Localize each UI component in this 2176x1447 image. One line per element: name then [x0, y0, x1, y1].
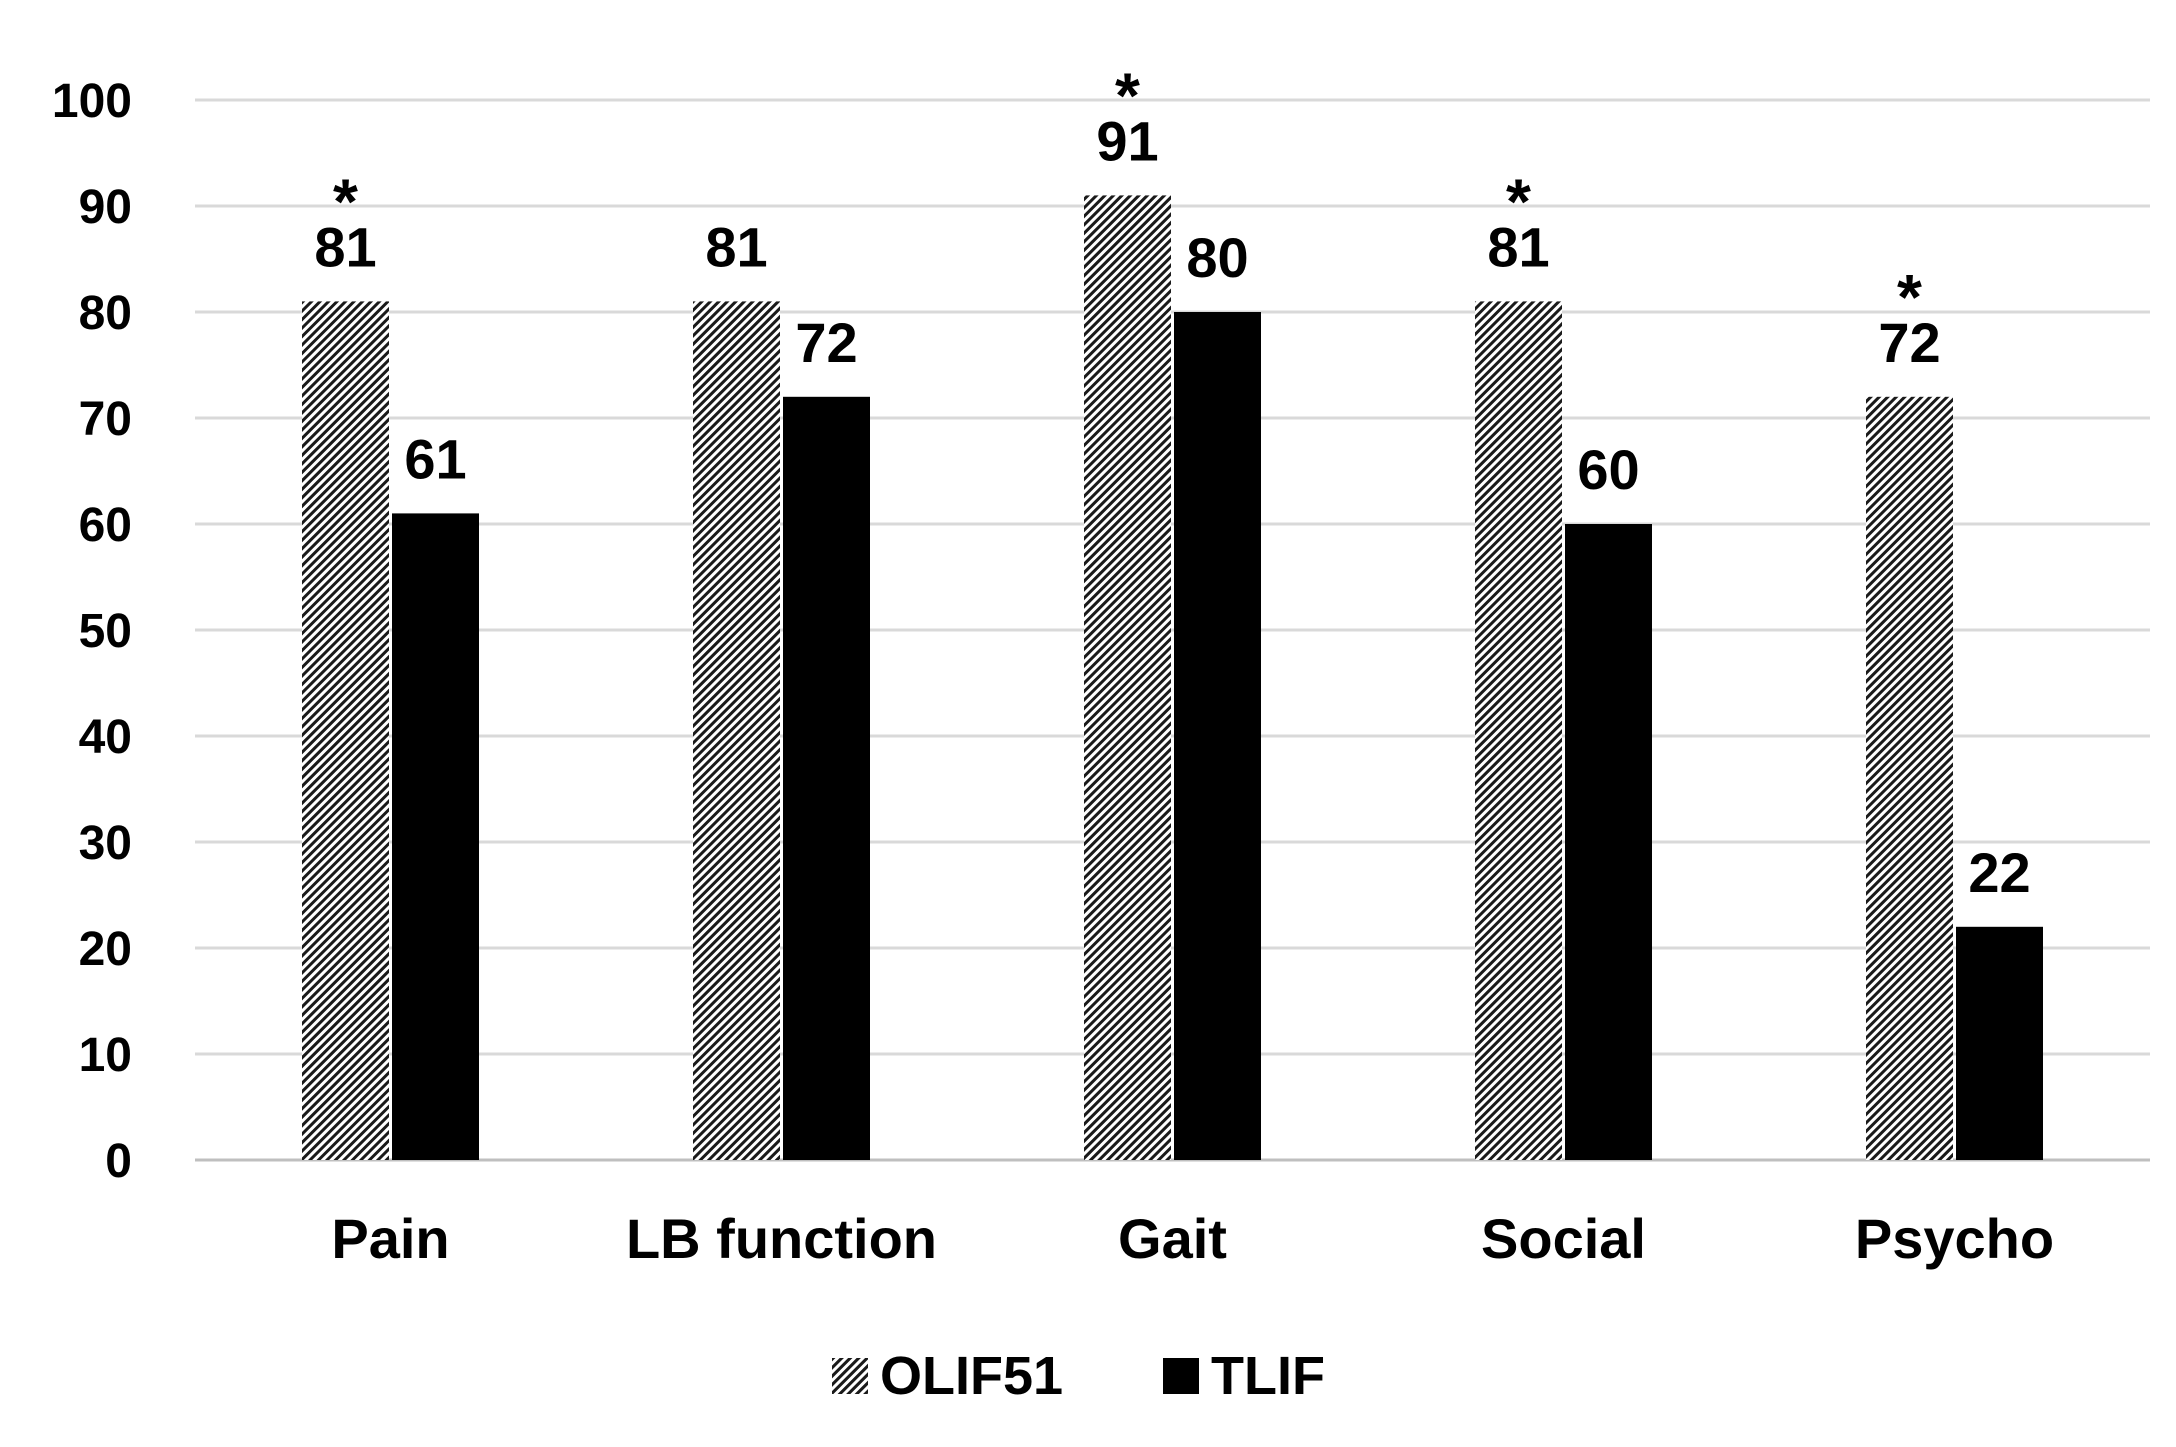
data-labels: 81 61 81 72 91 80 81 60 72 22 — [314, 109, 2030, 903]
y-tick-label: 10 — [79, 1029, 132, 1082]
data-label: 72 — [795, 311, 857, 374]
significance-asterisk: * — [1897, 261, 1922, 333]
olif51-bar — [1475, 301, 1562, 1160]
significance-asterisk: * — [333, 165, 358, 237]
x-tick-label: Psycho — [1855, 1207, 2054, 1270]
bars — [302, 195, 2043, 1160]
x-tick-label: Social — [1481, 1207, 1646, 1270]
data-label: 91 — [1096, 109, 1158, 172]
significance-markers: * * * * — [333, 59, 1922, 332]
x-axis-labels: Pain LB function Gait Social Psycho — [331, 1207, 2054, 1270]
data-label: 22 — [1968, 841, 2030, 904]
y-tick-label: 50 — [79, 605, 132, 658]
y-tick-label: 100 — [52, 75, 132, 128]
data-label: 80 — [1186, 226, 1248, 289]
y-tick-label: 40 — [79, 711, 132, 764]
y-tick-label: 30 — [79, 817, 132, 870]
data-label: 81 — [1487, 215, 1549, 278]
olif51-bar — [693, 301, 780, 1160]
legend-label: OLIF51 — [880, 1346, 1063, 1406]
legend-label: TLIF — [1211, 1346, 1325, 1406]
x-tick-label: Gait — [1118, 1207, 1227, 1270]
tlif-bar — [392, 513, 479, 1160]
tlif-bar — [1565, 524, 1652, 1160]
y-tick-label: 0 — [105, 1135, 132, 1188]
olif51-bar — [302, 301, 389, 1160]
y-tick-label: 60 — [79, 499, 132, 552]
data-label: 81 — [314, 215, 376, 278]
significance-asterisk: * — [1115, 59, 1140, 131]
legend-swatch-olif51 — [832, 1358, 868, 1394]
data-label: 81 — [705, 215, 767, 278]
tlif-bar — [1174, 312, 1261, 1160]
y-tick-label: 70 — [79, 393, 132, 446]
y-tick-label: 20 — [79, 923, 132, 976]
y-axis-ticks: 0 10 20 30 40 50 60 70 80 90 100 — [52, 75, 132, 1188]
significance-asterisk: * — [1506, 165, 1531, 237]
data-label: 61 — [404, 427, 466, 490]
x-tick-label: LB function — [626, 1207, 937, 1270]
olif51-bar — [1866, 396, 1953, 1160]
olif51-bar — [1084, 195, 1171, 1160]
y-tick-label: 90 — [79, 181, 132, 234]
y-tick-label: 80 — [79, 287, 132, 340]
tlif-bar — [1956, 926, 2043, 1160]
data-label: 60 — [1577, 438, 1639, 501]
legend: OLIF51 TLIF — [832, 1346, 1325, 1406]
x-tick-label: Pain — [331, 1207, 449, 1270]
gridlines — [195, 98, 2150, 1162]
legend-swatch-tlif — [1163, 1358, 1199, 1394]
data-label: 72 — [1878, 311, 1940, 374]
tlif-bar — [783, 396, 870, 1160]
